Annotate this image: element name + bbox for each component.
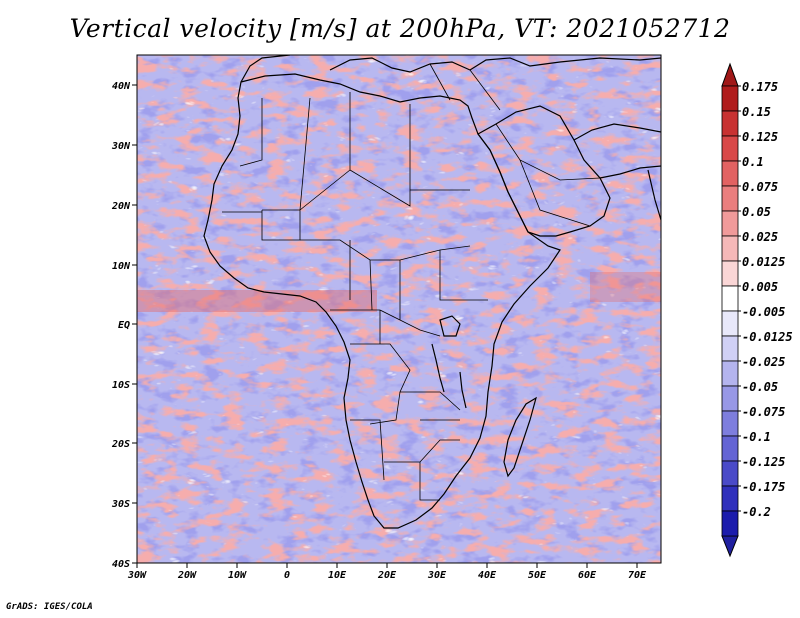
colorbar-label: -0.1 <box>742 430 771 444</box>
colorbar-box <box>721 110 739 137</box>
country-borders <box>222 63 601 501</box>
lon-label: 20E <box>377 570 397 581</box>
arabia-coastline <box>477 105 611 237</box>
lake-tanganyika <box>431 343 445 393</box>
africa-coastline <box>203 73 561 529</box>
lake-victoria <box>439 315 461 337</box>
lat-label: 30N <box>111 141 131 152</box>
border-southern-africa <box>350 419 460 501</box>
colorbar-label: -0.075 <box>742 405 785 419</box>
colorbar-label: 0.05 <box>742 205 771 219</box>
lon-label: 10E <box>328 570 347 581</box>
colorbar-label: 0.175 <box>742 80 778 94</box>
border-arabia <box>429 63 601 227</box>
lon-label: 20W <box>177 570 197 581</box>
colorbar-box <box>721 185 739 212</box>
colorbar-box <box>721 260 739 287</box>
colorbar: 0.175 0.15 0.125 0.1 0.075 0.05 0.025 0.0125 0.0… <box>721 62 793 558</box>
colorbar-label: 0.1 <box>742 155 764 169</box>
itcz-band-east <box>590 272 661 302</box>
persian-gulf-coast <box>573 123 661 179</box>
colorbar-box <box>721 285 739 312</box>
lon-axis <box>136 563 638 568</box>
colorbar-label: 0.125 <box>742 130 778 144</box>
colorbar-label: 0.075 <box>742 180 778 194</box>
colorbar-label: 0.0125 <box>742 255 785 269</box>
lon-label: 40E <box>478 570 497 581</box>
lon-label: 10W <box>228 570 247 581</box>
colorbar-box <box>721 235 739 262</box>
chart-title: Vertical velocity [m/s] at 200hPa, VT: 2… <box>69 14 731 43</box>
colorbar-box <box>721 160 739 187</box>
lat-label: 40N <box>112 81 131 92</box>
lon-label: 30W <box>127 570 147 581</box>
colorbar-label: 0.15 <box>742 105 771 119</box>
colorbar-box <box>721 385 739 412</box>
lat-label: 40S <box>112 559 130 570</box>
colorbar-box <box>721 85 739 112</box>
credit-text: GrADS: IGES/COLA <box>6 602 93 612</box>
lon-label: 60E <box>578 570 597 581</box>
colorbar-label: -0.005 <box>742 305 785 319</box>
india-coast <box>647 169 661 221</box>
colorbar-label: 0.005 <box>742 280 778 294</box>
colorbar-label: -0.175 <box>742 480 785 494</box>
lon-label: 30E <box>427 570 447 581</box>
lat-labels: 40N 30N 20N 10N EQ 10S 20S 30S 40S <box>111 81 131 570</box>
colorbar-label: -0.05 <box>742 380 778 394</box>
colorbar-box <box>721 410 739 437</box>
colorbar-label: -0.2 <box>742 505 771 519</box>
lat-label: 20S <box>111 439 130 450</box>
colorbar-top-arrow <box>721 62 739 87</box>
lake-malawi <box>459 371 467 409</box>
colorbar-box <box>721 360 739 387</box>
lat-label: 30S <box>111 499 130 510</box>
border-north-africa <box>239 92 470 241</box>
itcz-band <box>137 290 377 312</box>
lat-label: 10S <box>112 380 130 391</box>
lon-label: 70E <box>628 570 647 581</box>
lon-labels: 30W 20W 10W 0 10E 20E 30E 40E 50E 60E 70… <box>127 570 647 581</box>
border-central-africa <box>330 309 461 425</box>
colorbar-label: -0.025 <box>742 355 785 369</box>
colorbar-label: -0.0125 <box>742 330 793 344</box>
lat-label: 20N <box>111 201 131 212</box>
colorbar-box <box>721 485 739 512</box>
colorbar-box <box>721 210 739 237</box>
colorbar-labels: 0.175 0.15 0.125 0.1 0.075 0.05 0.025 0.0125 0.0… <box>742 80 793 519</box>
map-field <box>137 55 661 563</box>
colorbar-box <box>721 335 739 362</box>
colorbar-label: -0.125 <box>742 455 785 469</box>
colorbar-bottom-arrow <box>721 535 739 558</box>
coastlines <box>203 55 661 529</box>
lat-label: 10N <box>112 261 131 272</box>
madagascar <box>503 396 537 478</box>
colorbar-box <box>721 460 739 487</box>
map-frame <box>136 54 662 564</box>
colorbar-box <box>721 135 739 162</box>
colorbar-box <box>721 435 739 462</box>
lat-label: EQ <box>118 320 130 331</box>
colorbar-box <box>721 310 739 337</box>
lat-axis <box>132 84 137 564</box>
colorbar-box <box>721 510 739 537</box>
lon-label: 50E <box>528 570 547 581</box>
map-plot: 40N 30N 20N 10N EQ 10S 20S 30S 40S 30W 2… <box>111 54 793 581</box>
border-sahel <box>222 211 488 320</box>
colorbar-boxes <box>721 85 741 537</box>
lon-label: 0 <box>284 570 290 581</box>
colorbar-label: 0.025 <box>742 230 778 244</box>
